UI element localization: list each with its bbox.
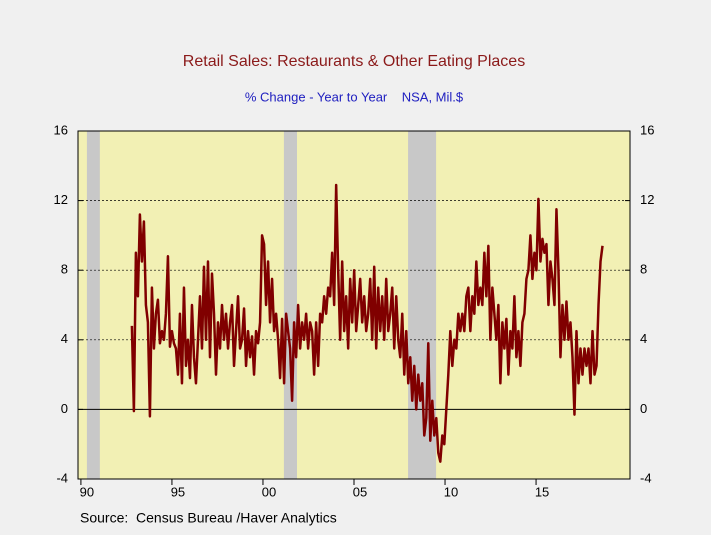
y-tick-label: 0	[61, 401, 68, 416]
x-tick-label: 90	[80, 484, 94, 499]
x-tick-label: 00	[262, 484, 276, 499]
x-tick-label: 95	[171, 484, 185, 499]
y-tick-label: 16	[54, 122, 68, 137]
y2-tick-label: 8	[640, 262, 647, 277]
y2-tick-label: 12	[640, 192, 654, 207]
y-tick-label: 12	[54, 192, 68, 207]
chart-title: Retail Sales: Restaurants & Other Eating…	[183, 53, 525, 70]
recession-band	[86, 131, 100, 479]
y-tick-label: -4	[56, 470, 68, 485]
y2-tick-label: 4	[640, 331, 647, 346]
x-tick-label: 15	[535, 484, 549, 499]
recession-band	[283, 131, 298, 479]
y2-tick-label: -4	[640, 470, 652, 485]
y-tick-label: 4	[61, 331, 68, 346]
plot-border	[77, 130, 631, 480]
y-tick-label: 8	[61, 262, 68, 277]
source-note: Source: Census Bureau /Haver Analytics	[80, 510, 337, 526]
y2-tick-label: 16	[640, 122, 654, 137]
x-tick-label: 05	[353, 484, 367, 499]
data-line	[130, 183, 604, 463]
y2-tick-label: 0	[640, 401, 647, 416]
chart-subtitle: % Change - Year to Year NSA, Mil.$	[245, 89, 464, 104]
x-tick-label: 10	[444, 484, 458, 499]
